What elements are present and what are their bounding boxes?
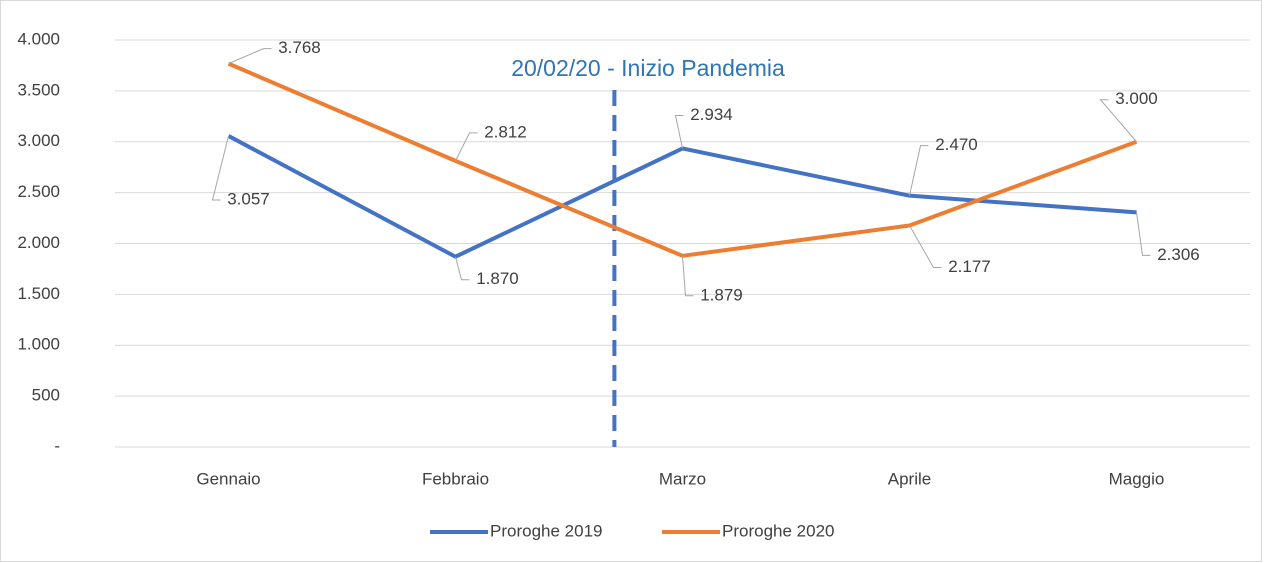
y-tick-label: 2.000 (17, 233, 60, 252)
data-label: 2.177 (948, 257, 991, 276)
y-tick-label: 4.000 (17, 29, 60, 48)
x-tick-label: Marzo (659, 469, 706, 488)
data-label: 3.768 (278, 38, 321, 57)
leader-line (228, 48, 272, 65)
leader-line (909, 145, 929, 196)
annotation: 20/02/20 - Inizio Pandemia (511, 55, 785, 81)
x-tick-label: Gennaio (196, 469, 260, 488)
y-tick-label: 3.500 (17, 80, 60, 99)
leader-line (909, 225, 942, 268)
legend-label: Proroghe 2019 (490, 521, 602, 540)
data-label: 2.812 (484, 122, 527, 141)
y-tick-label: 2.500 (17, 182, 60, 201)
data-label: 2.306 (1157, 245, 1200, 264)
data-label: 1.879 (700, 285, 743, 304)
y-tick-label: 500 (32, 386, 60, 405)
x-tick-label: Febbraio (422, 469, 489, 488)
data-label: 3.057 (227, 189, 270, 208)
y-tick-label: 3.000 (17, 131, 60, 150)
leader-line (455, 132, 478, 162)
leader-line (1099, 99, 1137, 143)
y-tick-label: - (54, 436, 60, 455)
data-label: 1.870 (476, 269, 519, 288)
y-tick-label: 1.000 (17, 335, 60, 354)
data-label: 2.470 (935, 135, 978, 154)
data-label: 2.934 (690, 105, 733, 124)
leader-line (682, 255, 694, 297)
x-tick-label: Maggio (1109, 469, 1165, 488)
legend-label: Proroghe 2020 (722, 521, 834, 540)
data-label: 3.000 (1115, 89, 1158, 108)
leader-line (1136, 212, 1151, 256)
leader-line (455, 256, 470, 281)
leader-line (211, 135, 229, 201)
x-tick-label: Aprile (888, 469, 931, 488)
y-tick-label: 1.500 (17, 284, 60, 303)
leader-line (674, 114, 684, 149)
